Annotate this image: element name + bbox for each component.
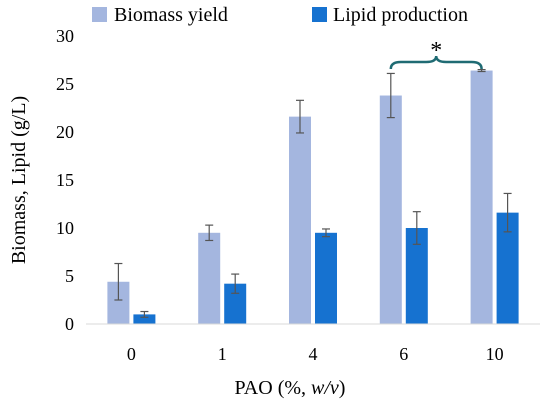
y-tick-label: 20 (56, 122, 74, 142)
error-bar (114, 262, 123, 301)
error-bar (503, 192, 512, 233)
legend-label-biomass-yield: Biomass yield (114, 4, 228, 26)
y-tick-label: 0 (65, 314, 74, 334)
legend: Biomass yield Lipid production (92, 4, 468, 26)
legend-label-lipid-production: Lipid production (333, 4, 468, 26)
x-axis-label: PAO (%, w/v) (235, 377, 346, 399)
legend-swatch-lipid-production (312, 7, 327, 22)
bar-lipid-production-4 (315, 232, 337, 324)
bar-lipid-production-10 (496, 212, 519, 324)
x-tick-label: 1 (218, 344, 227, 364)
x-tick-label: 10 (486, 344, 504, 364)
error-bars (114, 68, 512, 318)
significance-bracket (389, 55, 483, 70)
bar-biomass-yield-6 (379, 95, 402, 325)
bar-biomass-yield-1 (198, 232, 221, 324)
significance-asterisk: * (430, 38, 442, 64)
error-bar (296, 99, 304, 134)
bar-series (107, 70, 519, 325)
error-bar (386, 72, 395, 119)
x-tick-label: 6 (399, 344, 408, 364)
bar-lipid-production-0 (133, 314, 156, 324)
y-axis-label: Biomass, Lipid (g/L) (8, 96, 30, 264)
x-axis-label-italic: w/v (311, 377, 339, 399)
bar-biomass-yield-0 (107, 281, 130, 324)
error-bar (205, 224, 214, 242)
y-tick-label: 15 (56, 170, 74, 190)
x-axis-tick-labels: 0 1 4 6 10 (127, 344, 504, 364)
error-bar (322, 228, 330, 238)
y-axis-tick-labels: 0 5 10 15 20 25 30 (56, 26, 74, 334)
x-axis-label-end: ) (339, 377, 346, 399)
error-bar (412, 211, 421, 245)
y-tick-label: 5 (65, 266, 74, 286)
y-tick-label: 30 (56, 26, 74, 46)
error-bar (477, 68, 486, 73)
bar-biomass-yield-10 (470, 70, 493, 324)
x-tick-label: 4 (309, 344, 318, 364)
x-tick-label: 0 (127, 344, 136, 364)
bar-biomass-yield-4 (289, 116, 311, 324)
bar-lipid-production-1 (224, 283, 247, 324)
y-tick-label: 25 (56, 74, 74, 94)
error-bar (140, 310, 149, 318)
error-bar (231, 273, 240, 294)
y-tick-label: 10 (56, 218, 74, 238)
x-axis-label-main: PAO (%, (235, 377, 312, 399)
legend-swatch-biomass-yield (92, 7, 107, 22)
bar-lipid-production-6 (405, 228, 428, 324)
